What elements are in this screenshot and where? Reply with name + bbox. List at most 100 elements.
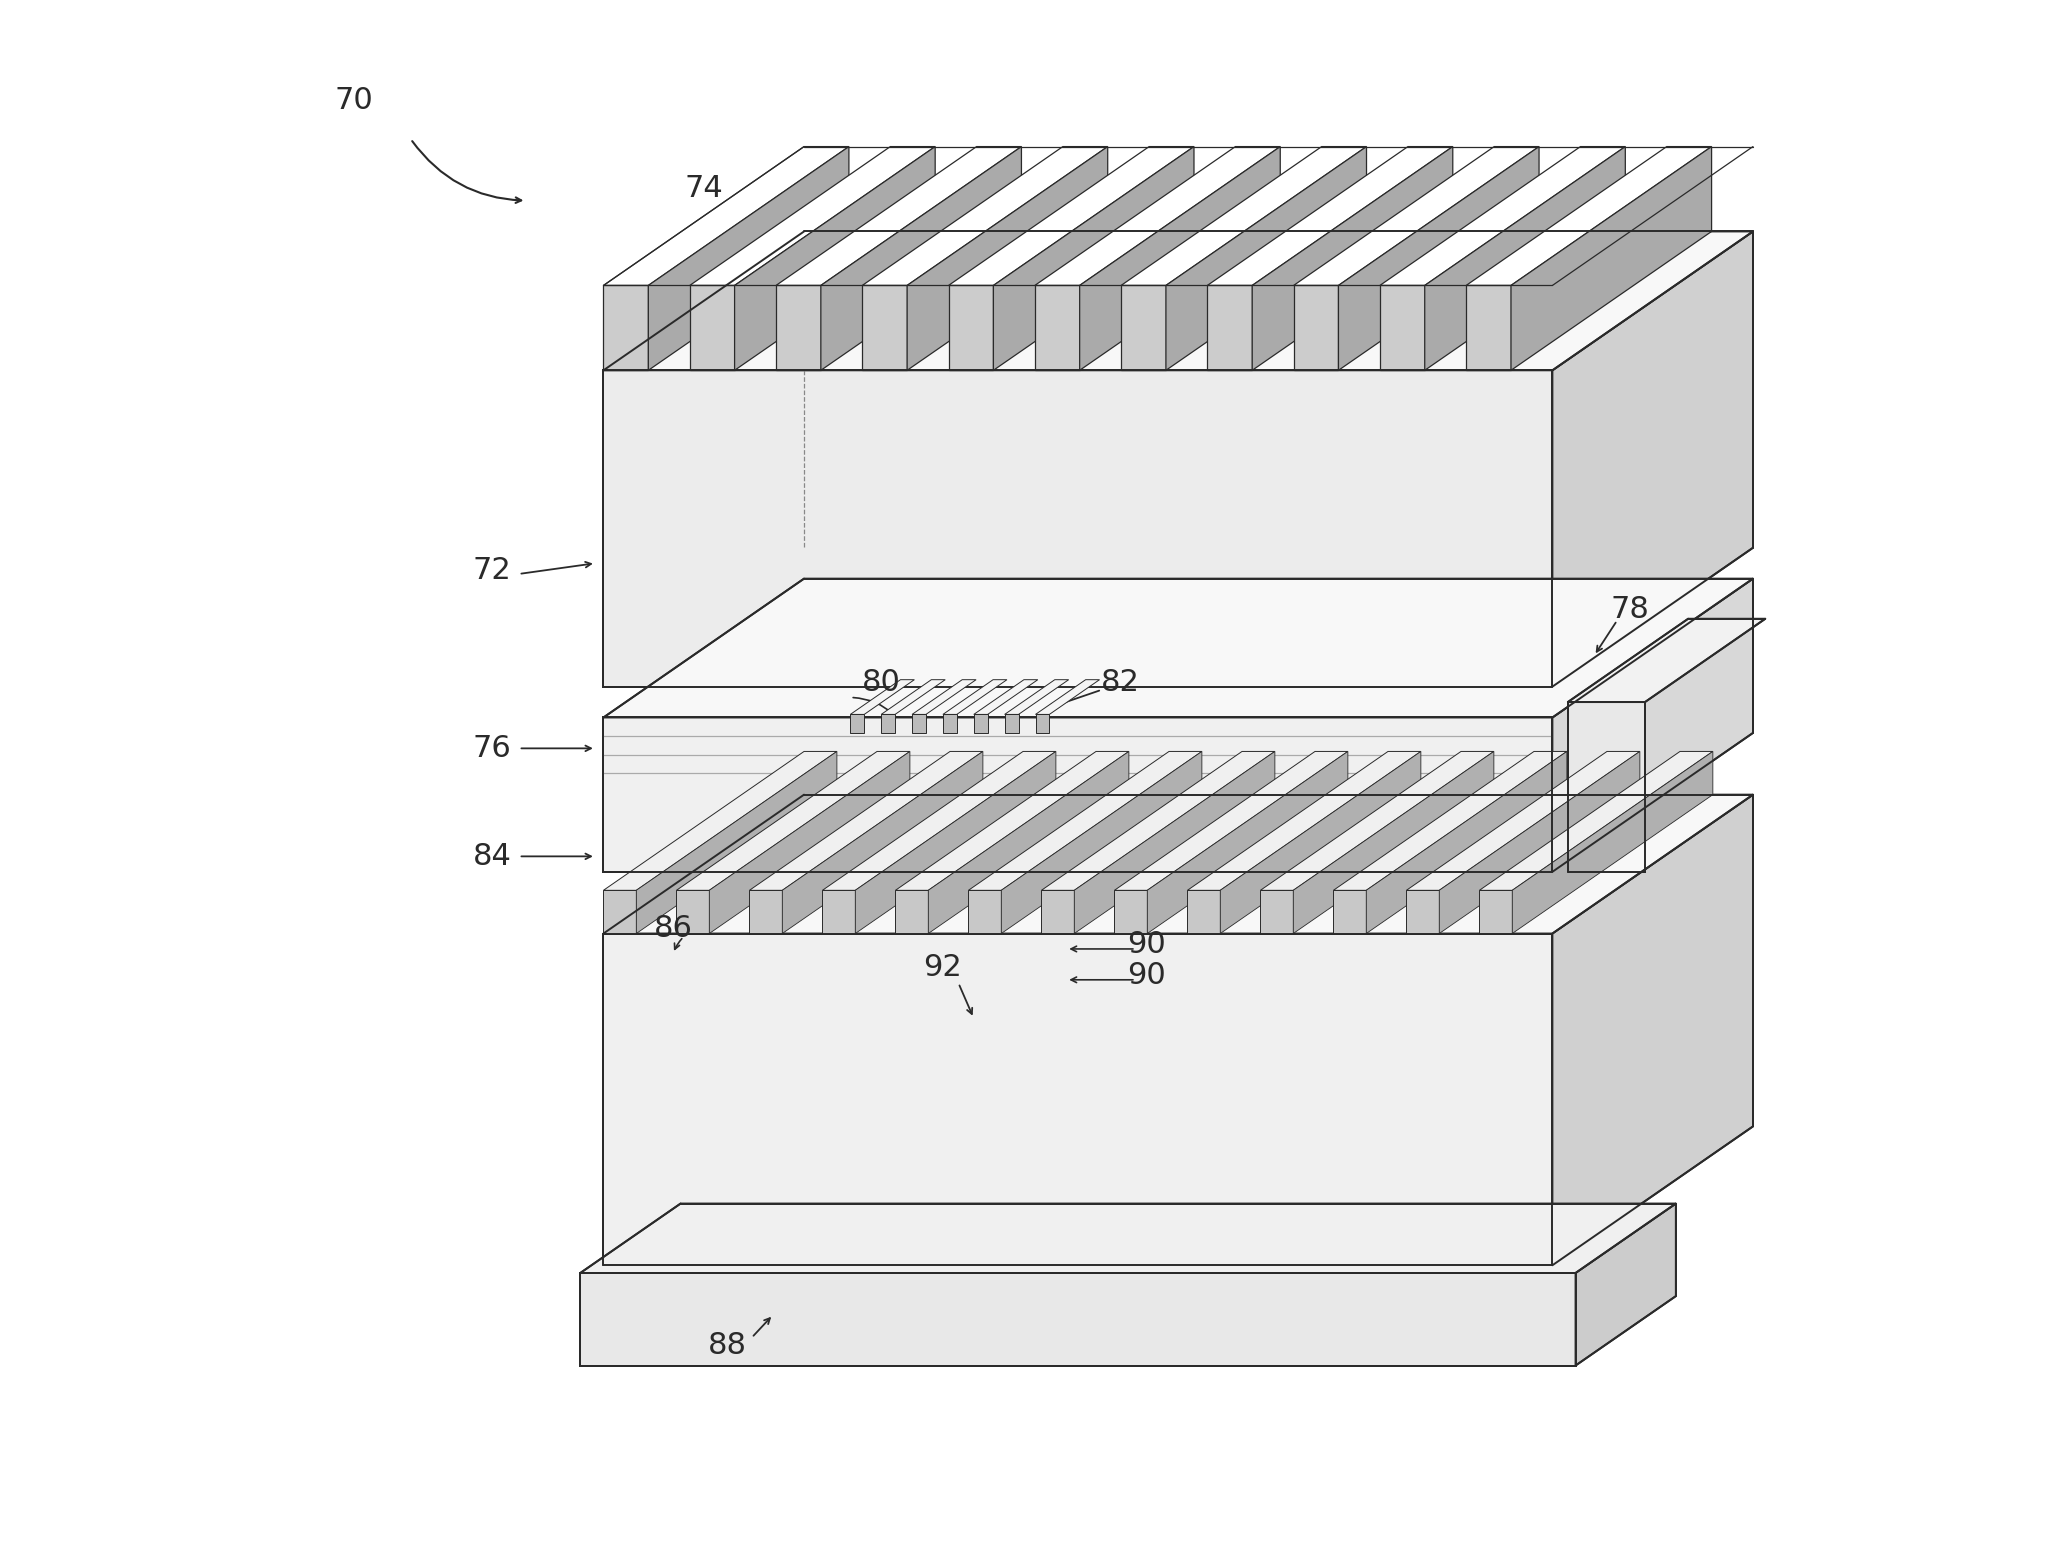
Polygon shape [603, 231, 1752, 370]
Polygon shape [1479, 751, 1713, 890]
Polygon shape [603, 579, 1752, 717]
Polygon shape [677, 890, 708, 934]
Polygon shape [911, 714, 926, 733]
Polygon shape [1406, 890, 1439, 934]
Polygon shape [1253, 147, 1452, 370]
Polygon shape [603, 147, 849, 285]
Polygon shape [1207, 147, 1452, 285]
Text: 90: 90 [1127, 930, 1166, 958]
Polygon shape [1120, 147, 1367, 285]
Polygon shape [1079, 147, 1280, 370]
Polygon shape [862, 147, 1108, 285]
Polygon shape [895, 751, 1129, 890]
Polygon shape [1466, 285, 1512, 370]
Polygon shape [777, 147, 1021, 285]
Polygon shape [1261, 751, 1493, 890]
Polygon shape [603, 795, 1752, 934]
Polygon shape [1334, 751, 1568, 890]
Polygon shape [1568, 619, 1764, 702]
Text: 76: 76 [472, 734, 512, 762]
Polygon shape [1000, 751, 1201, 934]
Polygon shape [880, 679, 944, 714]
Polygon shape [1406, 751, 1640, 890]
Polygon shape [1294, 285, 1338, 370]
Polygon shape [580, 1204, 1675, 1273]
Text: 82: 82 [1102, 668, 1139, 696]
Polygon shape [1576, 1204, 1675, 1366]
Polygon shape [822, 890, 855, 934]
Polygon shape [880, 714, 895, 733]
Text: 74: 74 [683, 174, 723, 202]
Polygon shape [1036, 714, 1050, 733]
Text: 70: 70 [333, 86, 373, 114]
Polygon shape [1114, 890, 1147, 934]
Polygon shape [1042, 890, 1075, 934]
Polygon shape [1042, 751, 1276, 890]
Polygon shape [822, 751, 1056, 890]
Polygon shape [942, 679, 1007, 714]
Polygon shape [949, 147, 1195, 285]
Polygon shape [1553, 795, 1752, 1265]
Polygon shape [942, 714, 957, 733]
Polygon shape [907, 147, 1108, 370]
Polygon shape [777, 285, 820, 370]
Polygon shape [603, 934, 1553, 1265]
Polygon shape [1120, 285, 1166, 370]
Polygon shape [750, 751, 984, 890]
Polygon shape [677, 751, 909, 890]
Polygon shape [949, 285, 994, 370]
Polygon shape [1294, 147, 1539, 285]
Polygon shape [1187, 751, 1421, 890]
Polygon shape [1553, 579, 1752, 872]
Polygon shape [895, 890, 928, 934]
Polygon shape [690, 147, 936, 285]
Text: 78: 78 [1609, 596, 1649, 623]
Text: 86: 86 [654, 915, 692, 943]
Polygon shape [911, 679, 975, 714]
Polygon shape [1036, 147, 1280, 285]
Polygon shape [603, 370, 1553, 687]
Polygon shape [928, 751, 1129, 934]
Polygon shape [708, 751, 909, 934]
Polygon shape [851, 714, 864, 733]
Polygon shape [1292, 751, 1493, 934]
Polygon shape [603, 751, 837, 890]
Polygon shape [973, 714, 988, 733]
Polygon shape [1261, 890, 1292, 934]
Polygon shape [690, 285, 735, 370]
Polygon shape [1466, 147, 1711, 285]
Polygon shape [603, 285, 648, 370]
Text: 92: 92 [924, 954, 963, 981]
Polygon shape [783, 751, 984, 934]
Polygon shape [648, 147, 849, 370]
Polygon shape [1512, 751, 1713, 934]
Polygon shape [1479, 890, 1512, 934]
Polygon shape [1553, 231, 1752, 687]
Polygon shape [1425, 147, 1626, 370]
Polygon shape [855, 751, 1056, 934]
Polygon shape [1036, 679, 1100, 714]
Polygon shape [750, 890, 783, 934]
Polygon shape [1334, 890, 1367, 934]
Polygon shape [1004, 714, 1019, 733]
Polygon shape [851, 679, 915, 714]
Polygon shape [1147, 751, 1348, 934]
Text: 88: 88 [708, 1332, 746, 1359]
Polygon shape [1379, 147, 1626, 285]
Polygon shape [994, 147, 1195, 370]
Polygon shape [1338, 147, 1539, 370]
Polygon shape [1367, 751, 1568, 934]
Polygon shape [862, 285, 907, 370]
Polygon shape [603, 717, 1553, 872]
Text: 84: 84 [472, 842, 512, 870]
Polygon shape [1075, 751, 1276, 934]
Polygon shape [1114, 751, 1348, 890]
Polygon shape [1379, 285, 1425, 370]
Polygon shape [1187, 890, 1220, 934]
Polygon shape [1439, 751, 1640, 934]
Polygon shape [969, 751, 1201, 890]
Polygon shape [1512, 147, 1711, 370]
Polygon shape [973, 679, 1038, 714]
Polygon shape [1166, 147, 1367, 370]
Text: 72: 72 [472, 557, 512, 585]
